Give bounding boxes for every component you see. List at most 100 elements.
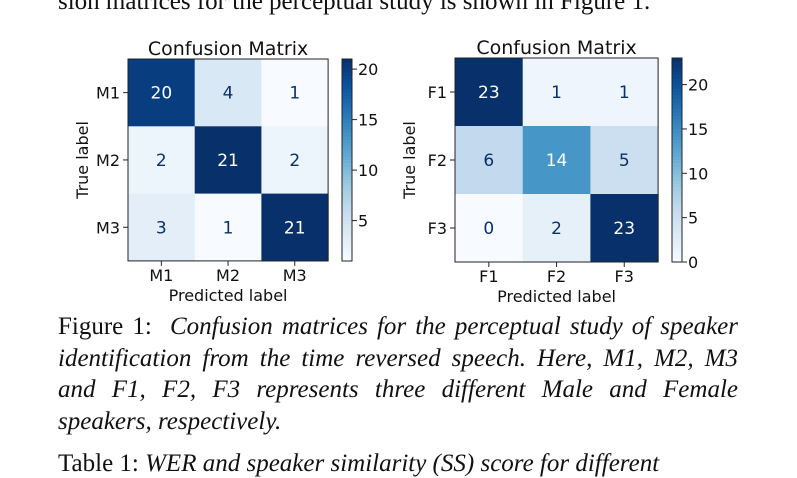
matrix-2-colorbar-segment [672,217,682,222]
matrix-2-colorbar-segment [672,143,682,147]
matrix-1-title: Confusion Matrix [148,38,308,60]
matrix-1-colorbar-segment [342,146,352,151]
table-caption-partial: Table 1: WER and speaker similarity (SS)… [58,450,778,478]
matrix-2-colorbar-segment [672,228,682,232]
matrix-1-cell-value: 2 [156,151,167,171]
matrix-2-colorbar-segment [672,190,682,195]
matrix-1-cell [128,59,196,127]
matrix-1-cell-value: 21 [217,151,239,171]
matrix-2-colorbar-segment [672,207,682,212]
matrix-2-colorbar-segment [672,71,682,76]
matrix-1-colorbar-segment [342,180,352,185]
matrix-1-colorbar-segment [342,197,352,201]
matrix-2-colorbar-frame [671,57,683,263]
matrix-1-colorbar-segment [342,62,352,67]
matrix-1-colorbar-segment [342,207,352,212]
matrix-2-colorbar-tick-label: 10 [688,164,708,183]
matrix-1-colorbar-segment [342,126,352,131]
matrix-2-cell-value: 23 [613,219,635,239]
matrix-2-cell [590,58,659,127]
matrix-2-y-tick-label: F1 [428,83,447,102]
matrix-2-cell [455,58,524,127]
matrix-2-colorbar-segment [672,102,682,107]
matrix-1-colorbar-segment [342,75,352,80]
matrix-1-colorbar-segment [342,200,352,205]
matrix-1-cell-value: 21 [284,218,306,238]
table-caption-text: WER and speaker similarity (SS) score fo… [145,450,660,477]
matrix-2-colorbar-segment [672,170,682,175]
matrix-2-colorbar-segment [672,245,682,249]
matrix-1-cell-value: 3 [156,218,167,238]
matrix-1-colorbar-segment [342,89,352,94]
matrix-2-colorbar-segment [672,156,682,161]
matrix-2-colorbar-segment [672,58,682,62]
matrix-2-x-tick-label: F1 [479,267,498,286]
matrix-1-colorbar-segment [342,244,352,249]
matrix-2-cell-value: 2 [551,219,562,239]
matrix-2-colorbar-segment [672,153,682,158]
matrix-2-cell-value: 1 [551,83,562,103]
matrix-2-colorbar-segment [672,180,682,185]
figure-caption-text: Confusion matrices for the perceptual st… [58,313,739,435]
matrix-1-colorbar-segment [342,102,352,107]
matrix-1-colorbar-segment [342,85,352,90]
matrix-1-colorbar-segment [342,183,352,188]
matrix-2-x-tick-label: F2 [547,267,566,286]
matrix-2-title: Confusion Matrix [476,37,636,59]
matrix-1-colorbar-segment [342,153,352,158]
matrix-2-colorbar-segment [672,119,682,124]
matrix-1-colorbar-tick-label: 10 [358,161,378,180]
matrix-2-colorbar-segment [672,173,682,178]
matrix-1-colorbar-segment [342,99,352,104]
matrix-1-colorbar-tick-label: 15 [358,111,378,130]
matrix-2-y-tick-label: F3 [428,219,447,238]
matrix-1-colorbar-segment [342,136,352,141]
matrix-1-colorbar-segment [342,250,352,255]
matrix-2-colorbar-segment [672,139,682,144]
matrix-1-colorbar-segment [342,59,352,63]
matrix-2-colorbar-segment [672,68,682,73]
matrix-2-colorbar-segment [672,214,682,219]
matrix-2-colorbar-segment [672,132,682,137]
matrix-2-cell [522,194,591,263]
matrix-2-colorbar-segment [672,197,682,202]
matrix-1-colorbar-segment [342,193,352,198]
matrix-1-colorbar-segment [342,112,352,117]
matrix-1-colorbar-segment [342,176,352,181]
matrix-1-y-axis-label: True label [73,121,92,200]
matrix-1-colorbar-segment [342,166,352,171]
matrix-1-colorbar-segment [342,257,352,262]
matrix-2-cell-value: 6 [483,151,494,171]
matrix-2-colorbar-segment [672,183,682,188]
matrix-1-cell [194,193,262,262]
matrix-2-colorbar-segment [672,81,682,86]
matrix-2-cell-value: 14 [546,151,568,171]
matrix-2-colorbar-tick-label: 0 [688,253,698,272]
matrix-2-colorbar-segment [672,166,682,171]
body-text-top: sion matrices for the perceptual study i… [58,0,651,15]
matrix-1-y-tick-label: M2 [96,151,120,170]
matrix-2-colorbar-segment [672,129,682,134]
matrix-2-cell [522,58,591,127]
matrix-1-colorbar-segment [342,237,352,242]
matrix-2-cell [590,126,659,195]
matrix-1-cell [261,126,329,195]
matrix-1-colorbar-segment [342,213,352,218]
matrix-1-colorbar-segment [342,217,352,222]
matrix-2-colorbar-segment [672,221,682,226]
matrix-2-x-axis-label: Predicted label [497,287,616,306]
matrix-2-colorbar-segment [672,136,682,141]
matrix-2-colorbar-segment [672,187,682,192]
matrix-1-colorbar-segment [342,160,352,164]
matrix-1-cell [261,193,329,262]
matrix-1-x-tick-label: M1 [149,266,173,285]
matrix-1-cell [194,59,262,127]
matrix-1-colorbar-segment [342,133,352,138]
matrix-1-cell-value: 4 [223,84,234,104]
matrix-2-colorbar-segment [672,64,682,69]
matrix-2-cell [455,194,524,263]
matrix-2-cell [522,126,591,195]
matrix-1-colorbar-segment [342,190,352,195]
matrix-2-colorbar-segment [672,200,682,205]
matrix-1-x-tick-label: M3 [283,266,307,285]
